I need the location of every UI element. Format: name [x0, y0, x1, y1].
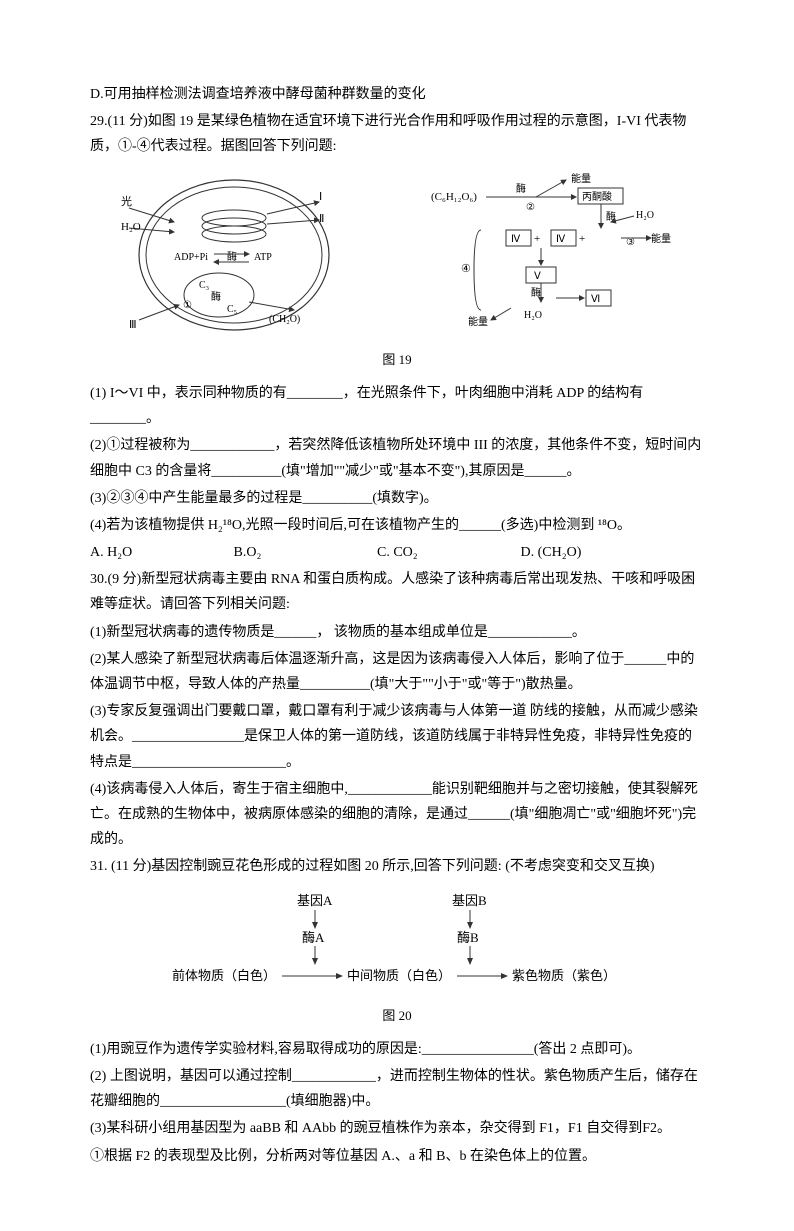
label-pyruvate: 丙酮酸	[582, 190, 612, 203]
fig20-caption: 图 20	[90, 1004, 704, 1027]
label-circ1: ①	[183, 300, 192, 311]
q30-intro: 30.(9 分)新型冠状病毒主要由 RNA 和蛋白质构成。人感染了该种病毒后常出…	[90, 567, 704, 617]
fig19-caption: 图 19	[90, 348, 704, 371]
fig20-svg: 基因A 酶A 基因B 酶B 前体物质（白色） 中间物质（白色） 紫色物质（紫色）	[167, 890, 627, 1000]
q30-3: (3)专家反复强调出门要戴口罩，戴口罩有利于减少该病毒与人体第一道 防线的接触，…	[90, 699, 704, 775]
label-h2o-r: H₂O	[636, 210, 654, 221]
option-d: D.可用抽样检测法调查培养液中酵母菌种群数量的变化	[90, 82, 704, 107]
fig20-geneB: 基因B	[452, 893, 487, 908]
opt-d: D. (CH₂O)	[521, 540, 661, 565]
opt-a: A. H₂O	[90, 540, 230, 565]
q31-intro: 31. (11 分)基因控制豌豆花色形成的过程如图 20 所示,回答下列问题: …	[90, 854, 704, 879]
label-c5: C₅	[227, 304, 237, 315]
fig20-purple: 紫色物质（紫色）	[512, 968, 616, 983]
label-enz2: 酶	[211, 290, 221, 303]
label-ch2o: (CH₂O)	[269, 314, 300, 325]
svg-text:+: +	[579, 233, 585, 245]
label-VI: Ⅵ	[591, 294, 600, 305]
q30-2: (2)某人感染了新型冠状病毒后体温逐渐升高，这是因为该病毒侵入人体后，影响了位于…	[90, 647, 704, 697]
q29-2: (2)①过程被称为____________，若突然降低该植物所处环境中 III …	[90, 433, 704, 483]
fig20-pre: 前体物质（白色）	[172, 968, 276, 983]
label-IV2: Ⅳ	[556, 234, 566, 245]
label-enz-r1: 酶	[516, 182, 526, 195]
fig19-right-svg: (C₆H₁₂O₆) 酶 能量 ② 丙酮酸 酶 H₂O Ⅳ Ⅳ + + ③ 能量	[426, 170, 676, 340]
label-energy2: 能量	[651, 232, 671, 245]
figure-20: 基因A 酶A 基因B 酶B 前体物质（白色） 中间物质（白色） 紫色物质（紫色）…	[90, 890, 704, 1027]
fig20-mid: 中间物质（白色）	[347, 968, 451, 983]
q31-3-1: ①根据 F2 的表现型及比例，分析两对等位基因 A.、a 和 B、b 在染色体上…	[90, 1144, 704, 1169]
label-circ4: ④	[461, 263, 471, 275]
label-h2o2: H₂O	[524, 310, 542, 321]
q30-1: (1)新型冠状病毒的遗传物质是______， 该物质的基本组成单位是______…	[90, 620, 704, 645]
fig20-geneA: 基因A	[297, 893, 333, 908]
svg-text:+: +	[534, 233, 540, 245]
q30-4: (4)该病毒侵入人体后，寄生于宿主细胞中,____________能识别靶细胞并…	[90, 777, 704, 853]
fig20-enzB: 酶B	[457, 930, 479, 945]
q31-2: (2) 上图说明，基因可以通过控制____________，进而控制生物体的性状…	[90, 1064, 704, 1114]
label-h2o: H₂O	[121, 221, 141, 233]
label-energy3: 能量	[468, 315, 488, 328]
q29-options: A. H₂O B.O₂ C. CO₂ D. (CH₂O)	[90, 540, 704, 565]
label-circ3: ③	[626, 237, 635, 248]
label-enz-r3: 酶	[531, 286, 541, 299]
q31-1: (1)用豌豆作为遗传学实验材料,容易取得成功的原因是:_____________…	[90, 1037, 704, 1062]
label-I: Ⅰ	[319, 191, 322, 203]
label-energy1: 能量	[571, 172, 591, 185]
q29-3: (3)②③④中产生能量最多的过程是__________(填数字)。	[90, 486, 704, 511]
label-light: 光	[121, 194, 132, 208]
q29-1: (1) I～VI 中，表示同种物质的有________，在光照条件下，叶肉细胞中…	[90, 381, 704, 431]
fig20-enzA: 酶A	[302, 930, 325, 945]
label-atp: ATP	[254, 252, 272, 263]
label-V: Ⅴ	[534, 271, 541, 282]
label-glucose: (C₆H₁₂O₆)	[431, 191, 477, 203]
q31-3: (3)某科研小组用基因型为 aaBB 和 AAbb 的豌豆植株作为亲本，杂交得到…	[90, 1116, 704, 1141]
q29-4: (4)若为该植物提供 H₂¹⁸O,光照一段时间后,可在该植物产生的______(…	[90, 513, 704, 538]
opt-c: C. CO₂	[377, 540, 517, 565]
label-IV1: Ⅳ	[511, 234, 521, 245]
fig19-left-svg: 光 H₂O Ⅰ Ⅱ ADP+Pi 酶 ATP C₃ 酶 C₅ ① Ⅲ (CH₂O…	[119, 170, 339, 340]
label-adp: ADP+Pi	[174, 252, 208, 263]
opt-b: B.O₂	[234, 540, 374, 565]
label-circ2: ②	[526, 202, 535, 213]
label-III: Ⅲ	[129, 319, 137, 331]
figure-19: 光 H₂O Ⅰ Ⅱ ADP+Pi 酶 ATP C₃ 酶 C₅ ① Ⅲ (CH₂O…	[90, 170, 704, 371]
label-enz1: 酶	[227, 250, 237, 263]
q29-intro: 29.(11 分)如图 19 是某绿色植物在适宜环境下进行光合作用和呼吸作用过程…	[90, 109, 704, 159]
label-II: Ⅱ	[319, 213, 324, 225]
label-c3: C₃	[199, 280, 209, 291]
